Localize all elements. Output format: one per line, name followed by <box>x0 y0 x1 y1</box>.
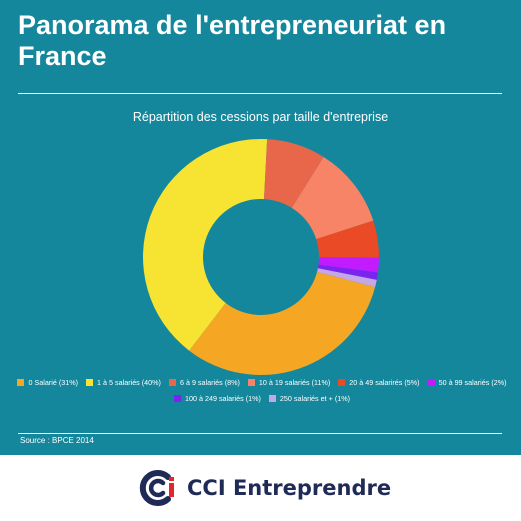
legend-item-2: 1 à 5 salariés (40%) <box>86 378 161 387</box>
chart-title: Répartition des cessions par taille d'en… <box>132 110 389 124</box>
cci-logo: CCI Entreprendre <box>138 468 391 508</box>
legend-label: 250 salariés et + (1%) <box>279 394 351 403</box>
legend-swatch <box>86 379 94 386</box>
legend-item-5: 20 à 49 salarirés (5%) <box>338 378 420 387</box>
legend-swatch <box>247 379 255 386</box>
legend-label: 100 à 249 salariés (1%) <box>184 394 261 403</box>
legend-swatch <box>427 379 435 386</box>
legend-item-4: 10 à 19 salariés (11%) <box>247 378 331 387</box>
cci-logo-icon <box>139 470 174 506</box>
legend-item-8: 250 salariés et + (1%) <box>268 394 351 403</box>
legend-swatch <box>17 379 25 386</box>
footer: CCI Entreprendre <box>0 455 521 521</box>
donut-slice-1 <box>189 271 376 375</box>
legend-item-7: 100 à 249 salariés (1%) <box>173 394 261 403</box>
donut-slice-7 <box>317 264 378 280</box>
legend-swatch <box>168 379 176 386</box>
legend-label: 10 à 19 salariés (11%) <box>258 378 331 387</box>
title-divider <box>18 93 502 94</box>
logo-text: CCI Entreprendre <box>187 476 392 500</box>
donut-slice-2 <box>142 138 268 351</box>
page-title: Panorama de l'entrepreneuriat en France <box>18 10 447 71</box>
legend-item-3: 6 à 9 salariés (8%) <box>168 378 240 387</box>
legend-label: 50 à 99 salariés (2%) <box>438 378 507 387</box>
legend-label: 6 à 9 salariés (8%) <box>179 378 240 387</box>
donut-slice-6 <box>318 257 379 273</box>
legend-label: 20 à 49 salarirés (5%) <box>349 378 420 387</box>
donut-slice-4 <box>291 157 374 240</box>
donut-chart <box>142 138 379 375</box>
source-divider <box>18 433 502 434</box>
legend-label: 1 à 5 salariés (40%) <box>97 378 161 387</box>
donut-slice-8 <box>317 268 377 288</box>
legend-swatch <box>173 395 181 402</box>
legend-item-6: 50 à 99 salariés (2%) <box>427 378 507 387</box>
legend-label: 0 Salarié (31%) <box>28 378 79 387</box>
infographic-card: Panorama de l'entrepreneuriat en France … <box>0 0 521 455</box>
chart-legend: 0 Salarié (31%) 1 à 5 salariés (40%) 6 à 9… <box>6 378 518 403</box>
donut-slice-3 <box>264 139 324 208</box>
source-note: Source : BPCE 2014 <box>20 436 94 445</box>
legend-item-1: 0 Salarié (31%) <box>17 378 78 387</box>
legend-swatch <box>268 395 276 402</box>
donut-slice-5 <box>316 220 379 258</box>
legend-swatch <box>338 379 346 386</box>
